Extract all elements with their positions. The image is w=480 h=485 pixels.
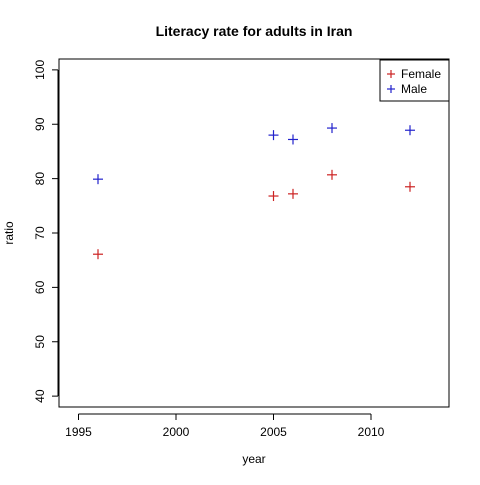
- x-axis-title: year: [242, 452, 265, 466]
- legend-entry-female: Female: [387, 67, 441, 81]
- legend-entry-male: Male: [387, 82, 427, 96]
- x-axis: 1995 2000 2005 2010: [65, 413, 385, 439]
- legend-label: Male: [401, 82, 427, 96]
- y-tick-label: 100: [33, 60, 47, 80]
- y-tick-label: 40: [33, 389, 47, 403]
- data-point-male: [93, 174, 103, 185]
- data-point-female: [93, 249, 103, 260]
- y-tick-label: 60: [33, 280, 47, 294]
- y-axis-title: ratio: [2, 221, 16, 245]
- data-point-female: [268, 191, 279, 202]
- x-tick-label: 1995: [65, 425, 92, 439]
- legend-box: [379, 59, 450, 102]
- data-point-female: [405, 181, 415, 192]
- chart-title: Literacy rate for adults in Iran: [156, 23, 353, 39]
- y-tick-label: 90: [33, 117, 47, 131]
- data-point-male: [268, 130, 279, 141]
- plot-frame: [58, 58, 450, 408]
- y-tick-label: 80: [33, 172, 47, 186]
- data-point-male: [327, 123, 337, 134]
- x-tick-label: 2000: [163, 425, 190, 439]
- legend-label: Female: [401, 67, 441, 81]
- y-tick-label: 70: [33, 226, 47, 240]
- x-tick-label: 2005: [260, 425, 287, 439]
- x-tick-label: 2010: [358, 425, 385, 439]
- data-point-female: [327, 169, 337, 180]
- data-points: [93, 123, 415, 260]
- data-point-male: [405, 125, 415, 136]
- y-axis: 40 50 60 70 80 90 100: [33, 60, 59, 403]
- data-point-female: [288, 188, 298, 199]
- y-tick-label: 50: [33, 335, 47, 349]
- data-point-male: [288, 134, 298, 145]
